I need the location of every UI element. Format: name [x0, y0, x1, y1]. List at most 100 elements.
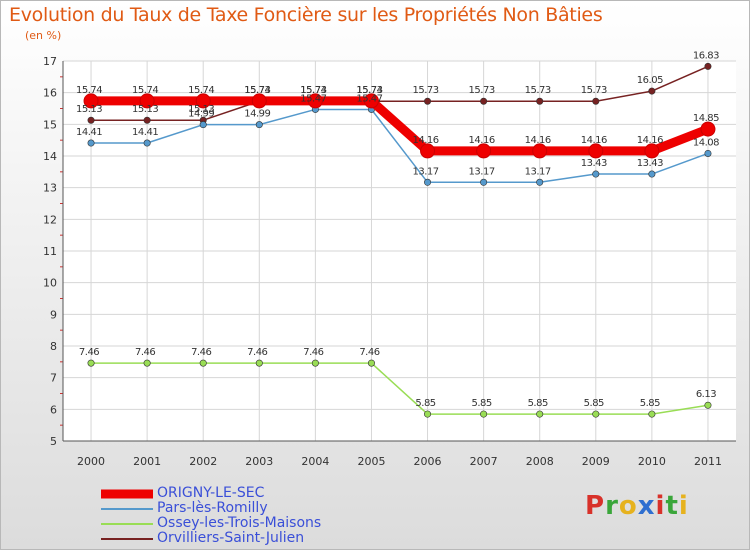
- data-point: [648, 87, 656, 95]
- data-label: 14.16: [525, 135, 551, 146]
- data-point: [87, 139, 95, 147]
- logo-letter: i: [678, 491, 689, 521]
- data-point: [536, 410, 544, 418]
- data-label: 7.46: [359, 347, 379, 358]
- data-label: 14.16: [637, 135, 663, 146]
- data-point: [87, 116, 95, 124]
- x-tick-label: 2005: [357, 455, 385, 468]
- x-tick-label: 2001: [133, 455, 161, 468]
- data-point: [139, 93, 155, 109]
- data-point: [592, 170, 600, 178]
- data-point: [83, 93, 99, 109]
- data-label: 15.74: [356, 85, 382, 96]
- data-point: [255, 359, 263, 367]
- legend-item: Pars-lès-Romilly: [101, 500, 401, 516]
- x-tick-label: 2002: [189, 455, 217, 468]
- legend-item: Orvilliers-Saint-Julien: [101, 530, 401, 546]
- data-label: 15.47: [356, 93, 382, 104]
- data-point: [588, 143, 604, 159]
- x-tick-label: 2003: [245, 455, 273, 468]
- data-label: 5.85: [640, 398, 660, 409]
- data-point: [700, 121, 716, 137]
- y-tick-label: 16: [43, 87, 57, 100]
- data-point: [195, 93, 211, 109]
- data-label: 15.47: [300, 93, 326, 104]
- chart-legend: ORIGNY-LE-SEC Pars-lès-Romilly Ossey-les…: [101, 485, 401, 546]
- logo-letter: o: [618, 491, 638, 521]
- data-label: 14.85: [693, 113, 719, 124]
- data-label: 14.99: [188, 109, 214, 120]
- data-point: [592, 410, 600, 418]
- data-label: 7.46: [79, 347, 99, 358]
- data-label: 14.16: [469, 135, 495, 146]
- y-axis-unit-label: (en %): [25, 29, 62, 42]
- data-label: 15.73: [469, 85, 495, 96]
- data-point: [532, 143, 548, 159]
- data-point: [536, 97, 544, 105]
- x-tick-label: 2008: [526, 455, 554, 468]
- data-point: [704, 401, 712, 409]
- x-tick-label: 2010: [638, 455, 666, 468]
- legend-label: Pars-lès-Romilly: [157, 500, 268, 516]
- data-point: [87, 359, 95, 367]
- data-label: 5.85: [415, 398, 435, 409]
- data-label: 13.43: [581, 158, 607, 169]
- series-line: [91, 96, 710, 156]
- data-label: 15.74: [244, 85, 270, 96]
- legend-label: ORIGNY-LE-SEC: [157, 485, 265, 501]
- y-tick-label: 17: [43, 55, 57, 68]
- data-point: [704, 149, 712, 157]
- data-point: [480, 178, 488, 186]
- data-point: [255, 121, 263, 129]
- data-point: [644, 143, 660, 159]
- data-label: 15.73: [300, 85, 326, 96]
- series-line: [91, 65, 709, 121]
- data-point: [424, 97, 432, 105]
- legend-swatch: [101, 522, 153, 525]
- data-label: 15.73: [356, 85, 382, 96]
- data-label: 15.74: [188, 85, 214, 96]
- data-label: 5.85: [471, 398, 491, 409]
- data-point: [592, 97, 600, 105]
- x-tick-label: 2009: [582, 455, 610, 468]
- data-point: [199, 121, 207, 129]
- data-label: 7.46: [135, 347, 155, 358]
- legend-swatch: [101, 507, 153, 510]
- data-label: 15.74: [76, 85, 102, 96]
- data-point: [363, 93, 379, 109]
- data-point: [420, 143, 436, 159]
- x-tick-label: 2006: [414, 455, 442, 468]
- data-label: 13.17: [412, 166, 438, 177]
- x-tick-label: 2000: [77, 455, 105, 468]
- data-label: 14.16: [412, 135, 438, 146]
- data-label: 16.83: [693, 50, 719, 61]
- y-tick-label: 11: [43, 245, 57, 258]
- data-label: 5.85: [528, 398, 548, 409]
- data-label: 5.85: [584, 398, 604, 409]
- data-point: [143, 359, 151, 367]
- series-line: [91, 108, 709, 184]
- y-tick-label: 8: [50, 340, 57, 353]
- y-tick-label: 7: [50, 372, 57, 385]
- y-tick-label: 5: [50, 435, 57, 448]
- data-label: 15.13: [188, 104, 214, 115]
- data-point: [476, 143, 492, 159]
- data-point: [143, 139, 151, 147]
- logo-letter: r: [605, 491, 619, 521]
- y-tick-label: 6: [50, 403, 57, 416]
- data-label: 15.73: [412, 85, 438, 96]
- logo-letter: t: [665, 491, 679, 521]
- data-point: [480, 410, 488, 418]
- data-label: 15.74: [300, 85, 326, 96]
- data-label: 7.46: [303, 347, 323, 358]
- y-tick-label: 10: [43, 277, 57, 290]
- legend-swatch: [101, 537, 153, 540]
- legend-swatch: [101, 489, 153, 498]
- data-label: 15.73: [244, 85, 270, 96]
- data-label: 7.46: [247, 347, 267, 358]
- data-label: 13.17: [525, 166, 551, 177]
- data-label: 16.05: [637, 75, 663, 86]
- legend-label: Ossey-les-Trois-Maisons: [157, 515, 322, 531]
